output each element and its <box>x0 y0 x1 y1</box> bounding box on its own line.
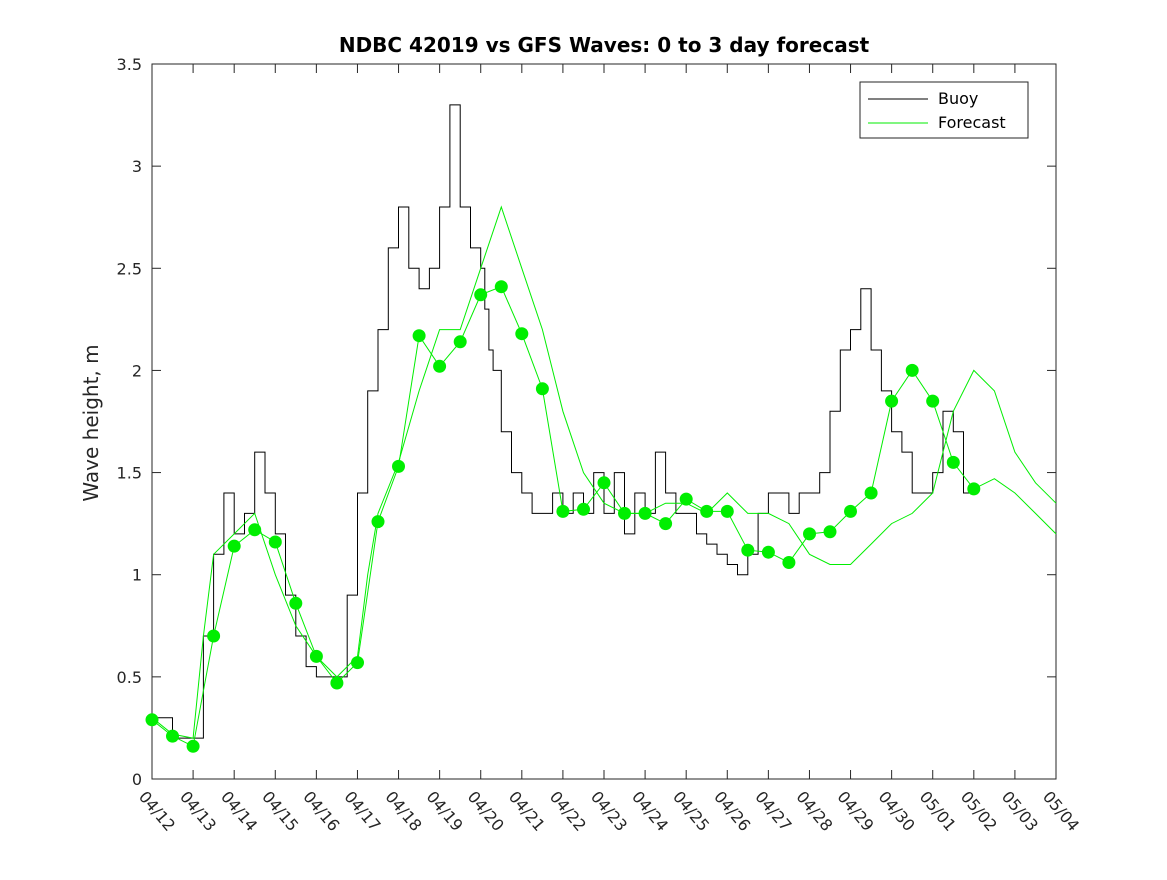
legend: Buoy Forecast <box>859 81 1029 139</box>
analysis-marker <box>433 359 447 373</box>
analysis-marker <box>720 504 734 518</box>
analysis-marker <box>864 486 878 500</box>
analysis-marker <box>700 504 714 518</box>
series-line-buoy <box>152 104 974 739</box>
x-tick-label: 04/19 <box>423 787 467 835</box>
analysis-marker <box>967 482 981 496</box>
x-tick-label: 04/28 <box>792 787 836 835</box>
x-tick-label: 04/14 <box>217 787 261 835</box>
x-tick-label: 04/15 <box>258 787 302 835</box>
chart-title: NDBC 42019 vs GFS Waves: 0 to 3 day fore… <box>339 33 870 57</box>
analysis-marker <box>453 335 467 349</box>
x-tick-label: 05/02 <box>957 787 1001 835</box>
analysis-marker <box>535 382 549 396</box>
analysis-marker <box>371 515 385 529</box>
x-tick-label: 05/04 <box>1039 787 1083 835</box>
analysis-marker <box>597 476 611 490</box>
y-tick-label: 0.5 <box>117 668 142 687</box>
analysis-marker <box>166 729 179 743</box>
analysis-marker <box>186 739 200 753</box>
y-axis-label: Wave height, m <box>79 344 103 501</box>
analysis-marker <box>412 329 426 343</box>
analysis-marker <box>145 713 159 727</box>
analysis-marker <box>823 525 837 539</box>
y-tick-label: 0 <box>132 770 142 789</box>
y-tick-label: 3.5 <box>117 55 142 74</box>
x-tick-label: 04/26 <box>710 787 754 835</box>
x-tick-label: 04/12 <box>135 787 179 835</box>
analysis-marker <box>351 656 364 670</box>
analysis-marker <box>207 629 221 643</box>
series-line-forecast-1 <box>151 205 1057 739</box>
analysis-marker <box>741 543 755 557</box>
analysis-marker <box>803 527 816 541</box>
analysis-marker <box>577 502 590 516</box>
analysis-marker <box>289 596 303 610</box>
analysis-marker <box>515 327 529 341</box>
analysis-marker <box>638 506 652 520</box>
x-tick-label: 04/30 <box>875 787 919 835</box>
analysis-marker <box>494 280 508 294</box>
legend-box <box>859 81 1029 139</box>
x-tick-label: 04/13 <box>176 787 220 835</box>
x-tick-label: 04/21 <box>505 787 549 835</box>
analysis-marker <box>330 676 344 690</box>
analysis-marker <box>268 535 282 549</box>
analysis-marker <box>227 539 241 553</box>
analysis-marker <box>556 504 570 518</box>
x-tick-label: 05/01 <box>916 787 960 835</box>
analysis-marker <box>844 504 857 518</box>
x-tick-label: 04/29 <box>833 787 877 835</box>
analysis-marker <box>761 545 775 559</box>
analysis-marker <box>248 523 262 537</box>
analysis-marker <box>679 492 693 506</box>
analysis-marker <box>946 455 960 469</box>
x-tick-label: 04/20 <box>464 787 508 835</box>
y-tick-label: 1 <box>132 566 142 585</box>
legend-forecast-label: Forecast <box>938 113 1006 132</box>
legend-buoy-label: Buoy <box>938 89 978 108</box>
analysis-marker <box>309 649 323 663</box>
y-tick-label: 2.5 <box>117 259 142 278</box>
y-tick-label: 2 <box>132 361 142 380</box>
y-tick-label: 3 <box>132 157 142 176</box>
x-tick-label: 05/03 <box>998 787 1042 835</box>
analysis-marker <box>618 506 631 520</box>
x-tick-label: 04/24 <box>628 787 672 835</box>
x-tick-label: 04/27 <box>751 787 795 835</box>
x-tick-label: 04/18 <box>381 787 425 835</box>
x-tick-label: 04/17 <box>340 787 384 835</box>
x-tick-label: 04/25 <box>669 787 713 835</box>
analysis-marker <box>474 288 488 302</box>
analysis-marker <box>885 394 899 408</box>
x-tick-label: 04/23 <box>587 787 631 835</box>
analysis-marker <box>905 363 919 377</box>
analysis-marker <box>926 394 940 408</box>
analysis-marker <box>392 459 405 473</box>
x-tick-label: 04/16 <box>299 787 343 835</box>
analysis-marker <box>659 517 673 531</box>
x-tick-label: 04/22 <box>546 787 590 835</box>
y-tick-label: 1.5 <box>117 464 142 483</box>
analysis-marker <box>782 556 796 569</box>
plot-area-frame <box>151 63 1057 780</box>
